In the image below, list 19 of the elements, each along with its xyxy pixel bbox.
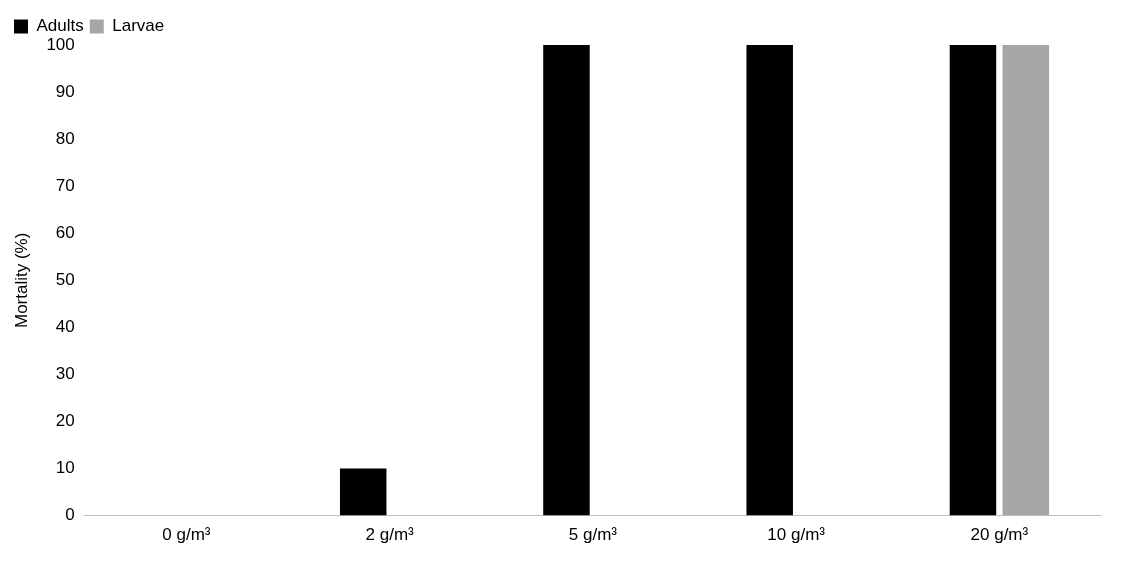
y-tick-label: 50 — [55, 269, 75, 289]
x-tick-label: 2 g/m³ — [365, 525, 415, 545]
y-tick-label: 90 — [55, 81, 75, 101]
legend-label: Larvae — [112, 16, 165, 36]
y-tick-label: 20 — [55, 411, 75, 431]
y-tick-label: 60 — [55, 222, 75, 242]
y-tick-label: 30 — [55, 364, 75, 384]
x-tick-label: 20 g/m³ — [970, 525, 1029, 545]
y-tick-label: 40 — [55, 317, 75, 337]
y-tick-label: 80 — [55, 128, 75, 148]
y-axis-title: Mortality (%) — [11, 232, 31, 328]
y-tick-label: 70 — [55, 175, 75, 195]
y-tick-label: 10 — [55, 458, 75, 478]
y-tick-label: 100 — [46, 34, 75, 54]
x-tick-label: 10 g/m³ — [767, 525, 826, 545]
legend-label: Adults — [36, 16, 84, 36]
y-tick-label: 0 — [65, 505, 75, 525]
x-tick-label: 5 g/m³ — [568, 525, 618, 545]
x-tick-label: 0 g/m³ — [162, 525, 211, 545]
